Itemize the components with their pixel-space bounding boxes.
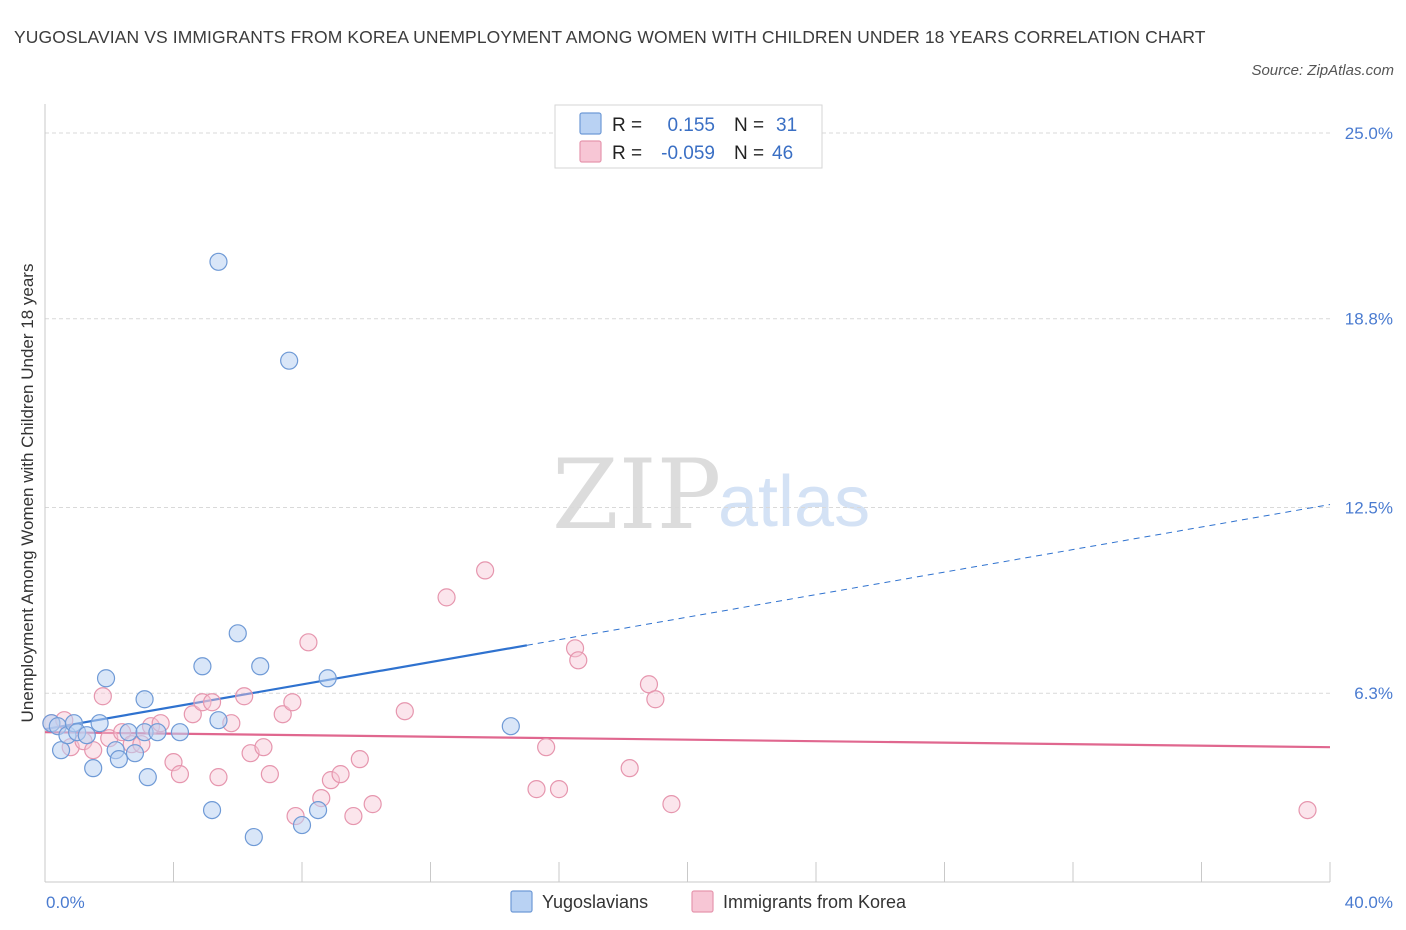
data-point-korea	[437, 588, 456, 607]
data-point-yugoslavians	[109, 750, 128, 769]
y-tick-label: 18.8%	[1345, 310, 1393, 329]
x-tick-labels: 0.0% 40.0%	[46, 893, 1393, 912]
chart-title: YUGOSLAVIAN VS IMMIGRANTS FROM KOREA UNE…	[14, 27, 1206, 47]
data-point-korea	[527, 780, 546, 799]
data-point-yugoslavians	[501, 717, 520, 736]
data-point-yugoslavians	[84, 759, 103, 778]
data-point-korea	[537, 738, 556, 757]
series-legend: Yugoslavians Immigrants from Korea	[510, 890, 907, 913]
data-point-yugoslavians	[77, 726, 96, 745]
legend-r-label: R =	[612, 115, 642, 136]
data-point-yugoslavians	[209, 252, 228, 271]
watermark-atlas: atlas	[718, 462, 870, 542]
data-point-korea	[662, 795, 681, 814]
legend-n-value: 46	[772, 143, 793, 164]
data-point-korea	[620, 759, 639, 778]
data-point-yugoslavians	[148, 723, 167, 742]
data-point-korea	[193, 693, 212, 712]
y-tick-labels: 6.3% 12.5% 18.8% 25.0%	[1345, 124, 1393, 703]
data-point-yugoslavians	[170, 723, 190, 742]
data-point-yugoslavians	[209, 711, 228, 730]
data-point-korea	[395, 702, 414, 721]
data-point-korea	[344, 806, 363, 826]
data-point-korea	[235, 687, 254, 706]
data-point-korea	[254, 738, 273, 757]
watermark-zip: ZIP	[552, 439, 721, 551]
data-point-yugoslavians	[228, 624, 247, 643]
data-point-yugoslavians	[251, 657, 270, 676]
series-legend-swatch-korea	[691, 890, 714, 913]
data-point-korea	[321, 771, 341, 790]
data-point-yugoslavians	[138, 768, 157, 787]
data-point-korea	[283, 693, 302, 712]
data-point-korea	[273, 705, 292, 724]
data-point-korea	[260, 765, 279, 784]
series-legend-label-yugoslavians: Yugoslavians	[542, 892, 648, 912]
data-point-yugoslavians	[202, 800, 222, 820]
trend-line-yugoslavians	[44, 644, 528, 731]
data-point-korea	[549, 780, 569, 799]
data-point-korea	[363, 795, 382, 814]
data-point-yugoslavians	[125, 744, 145, 763]
data-point-yugoslavians	[318, 669, 337, 688]
data-point-korea	[202, 693, 222, 712]
legend-n-label: N =	[734, 115, 764, 136]
data-point-korea	[93, 687, 112, 706]
correlation-legend: R = 0.155 N = 31 R = -0.059 N = 46	[554, 104, 823, 169]
data-point-yugoslavians	[96, 669, 116, 688]
data-point-yugoslavians	[193, 657, 212, 676]
data-point-yugoslavians	[135, 690, 154, 709]
data-point-korea	[569, 651, 588, 670]
data-point-korea	[639, 675, 659, 694]
data-point-yugoslavians	[244, 827, 263, 847]
legend-n-value: 31	[776, 115, 797, 136]
data-point-korea	[350, 750, 369, 769]
legend-n-label: N =	[734, 143, 764, 164]
data-point-korea	[565, 639, 585, 658]
y-tick-label: 6.3%	[1354, 684, 1393, 703]
trend-line-korea	[44, 731, 1331, 749]
data-point-yugoslavians	[90, 714, 109, 733]
axes	[44, 104, 1331, 883]
legend-r-value: -0.059	[661, 143, 715, 164]
data-point-yugoslavians	[280, 351, 299, 370]
trend-lines	[44, 504, 1331, 749]
data-point-korea	[170, 765, 190, 784]
series-yugoslavians-points	[42, 252, 520, 847]
data-point-yugoslavians	[292, 815, 312, 835]
data-point-korea	[476, 561, 495, 580]
series-legend-label-korea: Immigrants from Korea	[723, 892, 907, 912]
data-point-korea	[1298, 800, 1317, 820]
legend-swatch-korea	[579, 140, 602, 163]
source-credit: Source: ZipAtlas.com	[1251, 62, 1394, 79]
data-point-yugoslavians	[308, 800, 328, 820]
legend-r-label: R =	[612, 143, 642, 164]
data-point-yugoslavians	[119, 723, 138, 742]
data-point-korea	[209, 768, 228, 787]
data-point-korea	[299, 633, 318, 652]
gridlines	[45, 132, 1330, 694]
x-tick-label: 40.0%	[1345, 893, 1393, 912]
data-point-korea	[84, 741, 103, 760]
series-legend-swatch-yugoslavians	[510, 890, 533, 913]
data-point-korea	[646, 690, 665, 709]
x-tick-label: 0.0%	[46, 893, 85, 912]
trend-line-yugoslavians-extension	[526, 504, 1331, 646]
data-point-korea	[331, 765, 350, 784]
data-point-yugoslavians	[51, 741, 71, 760]
y-axis-label: Unemployment Among Women with Children U…	[18, 264, 37, 723]
legend-swatch-yugoslavians	[579, 112, 602, 135]
y-tick-label: 25.0%	[1345, 124, 1393, 143]
data-point-korea	[183, 705, 202, 724]
watermark: ZIP atlas	[552, 439, 870, 551]
y-tick-label: 12.5%	[1345, 498, 1393, 517]
legend-r-value: 0.155	[667, 115, 715, 136]
